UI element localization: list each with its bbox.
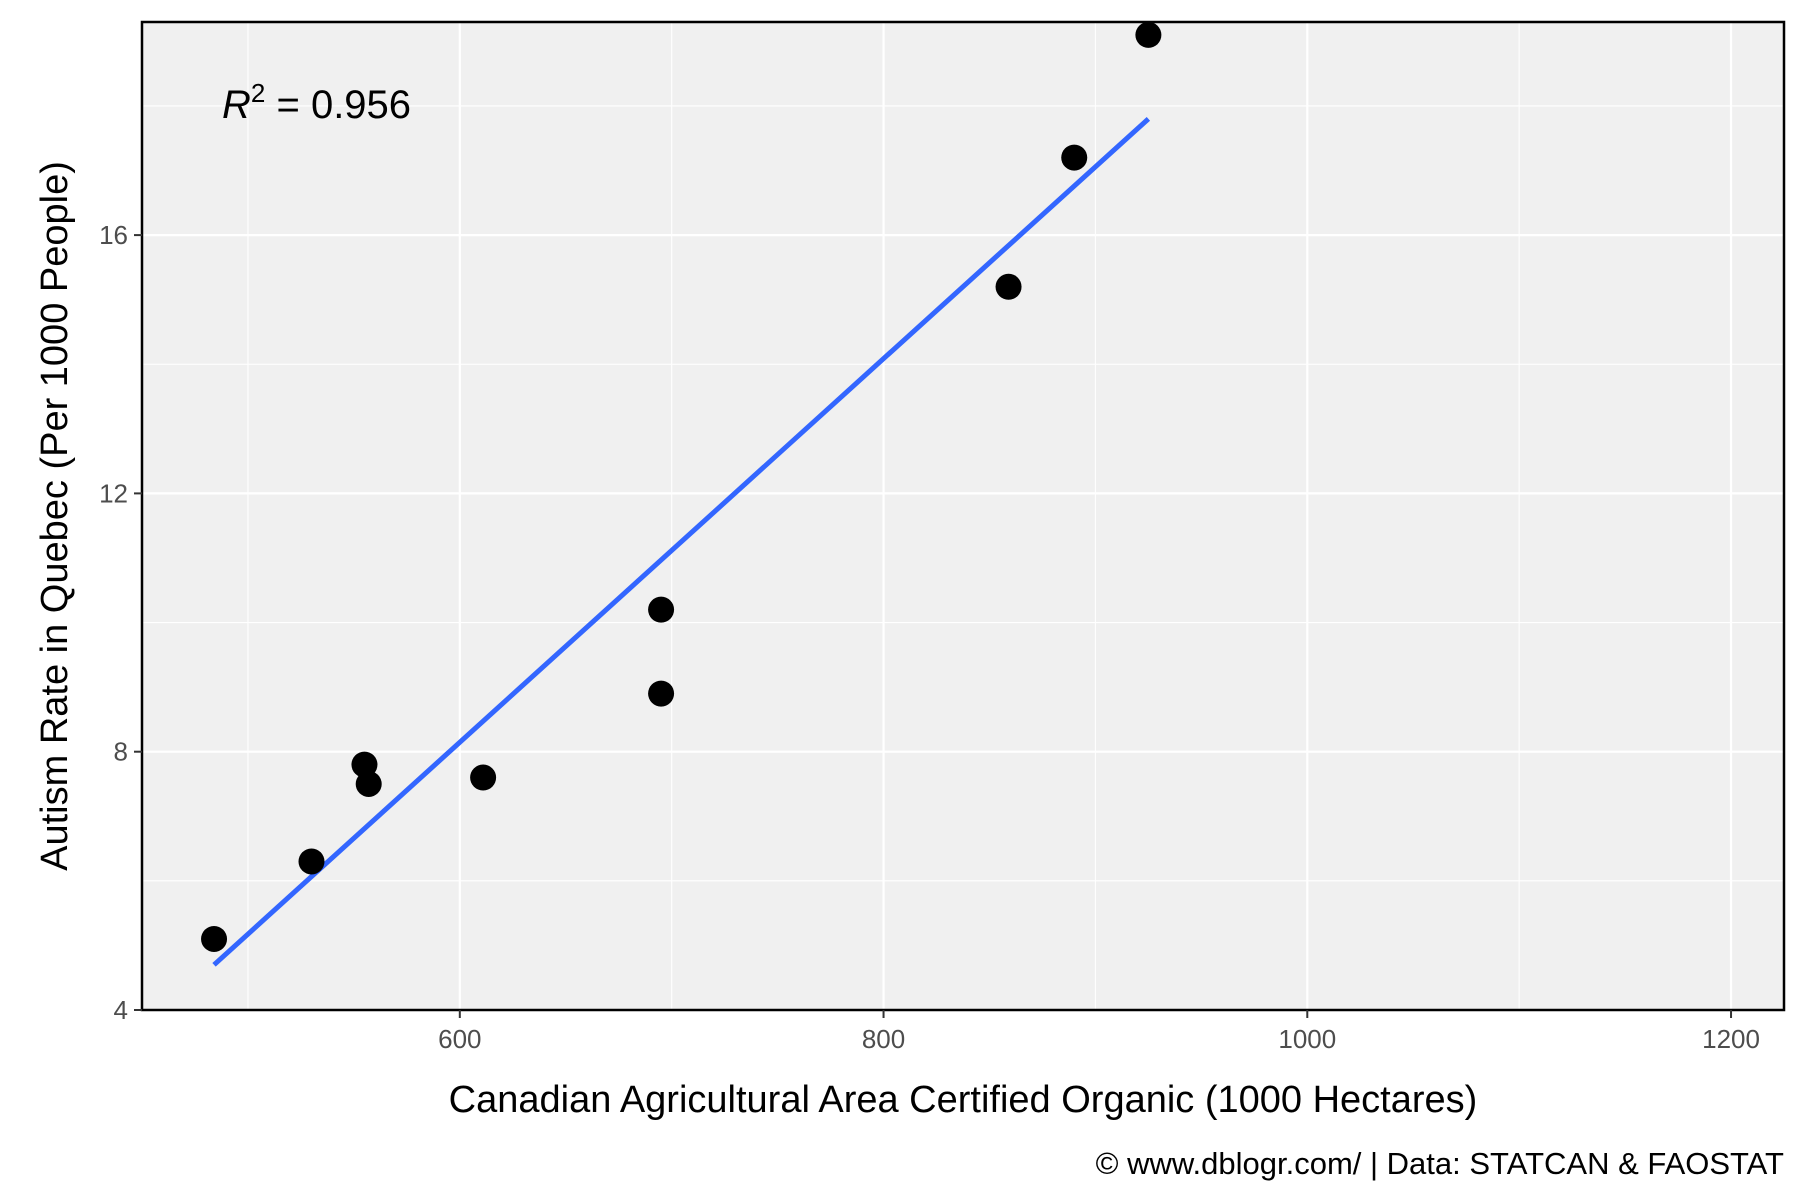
y-axis-title: Autism Rate in Quebec (Per 1000 People) — [34, 161, 76, 871]
data-point — [648, 596, 675, 623]
r-squared-annotation: R2 = 0.956 — [222, 78, 411, 127]
plot-panel — [142, 22, 1784, 1010]
y-tick-label: 16 — [99, 220, 128, 250]
r-squared-superscript: 2 — [251, 78, 265, 108]
trend-line-layer — [212, 117, 1151, 967]
data-point — [648, 680, 675, 707]
data-point — [1135, 21, 1162, 48]
data-point — [201, 925, 228, 952]
x-tick-label: 800 — [862, 1024, 905, 1054]
data-points — [201, 21, 1162, 952]
data-point — [298, 848, 325, 875]
axis-ticks: 600 800 1000 1200 4 8 12 16 — [99, 220, 1760, 1054]
data-point — [470, 764, 497, 791]
y-tick-label: 8 — [114, 737, 128, 767]
r-squared-base: R — [222, 83, 251, 127]
r-squared-value: = 0.956 — [265, 83, 411, 127]
x-tick-label: 1200 — [1702, 1024, 1760, 1054]
y-tick-label: 12 — [99, 478, 128, 508]
x-tick-label: 1000 — [1278, 1024, 1336, 1054]
data-point — [355, 770, 382, 797]
data-point — [351, 751, 378, 778]
source-caption: © www.dblogr.com/ | Data: STATCAN & FAOS… — [1096, 1146, 1784, 1181]
data-point — [995, 273, 1022, 300]
y-tick-label: 4 — [114, 995, 128, 1025]
x-axis-title: Canadian Agricultural Area Certified Org… — [449, 1079, 1478, 1121]
trend-line — [212, 117, 1151, 967]
plot-border — [140, 20, 1786, 1012]
data-point — [1061, 144, 1088, 171]
x-tick-label: 600 — [438, 1024, 481, 1054]
